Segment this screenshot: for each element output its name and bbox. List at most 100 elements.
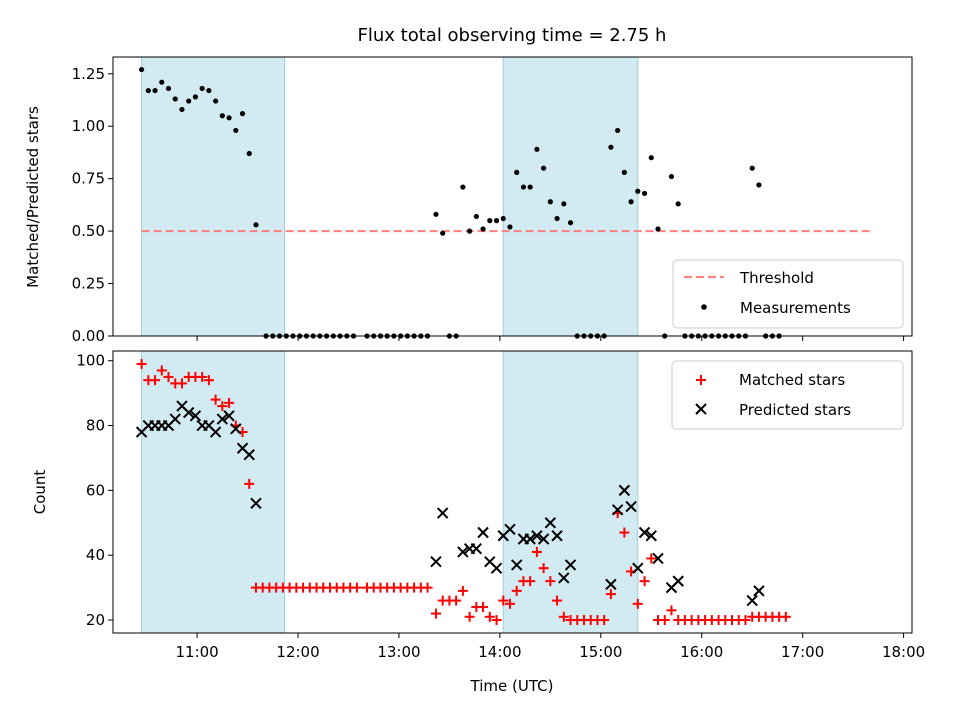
measurement-point [507,224,513,230]
y-tick-label: 20 [86,611,105,629]
measurement-point [655,226,661,232]
measurement-point [668,173,675,180]
predicted-star-point [230,423,242,435]
matched-star-point [504,598,515,609]
measurement-point [138,66,145,73]
predicted-star-point [216,413,229,425]
measurement-point [756,182,762,188]
matched-star-point [666,605,677,616]
shaded-interval [141,350,286,634]
x-tick-label: 16:00 [680,643,723,661]
legend-threshold-label: Threshold [739,269,814,287]
matched-star-point [525,576,536,587]
matched-star-point [150,375,161,386]
top-panel: 0.00 0.25 0.50 0.75 1.00 1.25 Matched/Predict… [24,56,913,345]
measurement-point [641,190,648,196]
y-tick-label: 0.25 [72,275,105,293]
matched-star-point [558,611,569,622]
shaded-interval [502,350,639,634]
measurement-point [199,85,205,92]
predicted-star-point [209,426,222,438]
matched-star-point [422,582,433,593]
legend-measurements-label: Measurements [740,299,851,317]
legend-matched-label: Matched stars [739,371,845,389]
matched-star-point [538,563,549,574]
measurement-point [145,87,151,94]
predicted-star-point [524,533,536,545]
measurement-point [520,184,527,190]
predicted-star-point [457,546,469,558]
matched-star-point [457,585,468,596]
measurement-point [608,144,614,150]
measurement-point [621,169,627,175]
predicted-star-point [551,530,563,542]
predicted-star-point [223,410,235,422]
y-tick-label: 0.00 [72,327,105,345]
matched-star-point [659,615,670,626]
measurement-point [179,106,185,113]
matched-star-point [780,611,791,622]
matched-star-point [498,595,509,606]
measurement-point [628,199,634,205]
bottom-y-axis-label: Count [31,470,49,515]
measurement-point [561,201,567,207]
measurement-point [493,218,500,224]
measurement-point [567,220,574,226]
bottom-legend: Matched stars Predicted stars [671,360,904,430]
measurement-point [547,199,553,205]
shaded-interval [141,56,286,337]
predicted-star-point [652,552,664,565]
measurement-point [246,150,252,157]
measurement-point [206,87,212,94]
measurement-point [527,184,533,190]
matched-star-point [136,358,147,369]
y-tick-label: 0.75 [72,170,105,188]
matched-star-point [619,527,630,538]
matched-star-point [545,576,556,587]
predicted-star-point [243,449,255,461]
matched-star-point [484,611,495,622]
x-tick-label: 18:00 [882,643,925,661]
predicted-star-point [470,543,483,555]
measurement-point [239,111,246,117]
matched-star-point [740,615,751,626]
measurement-point [226,115,232,121]
y-tick-label: 40 [86,546,105,564]
predicted-star-point [638,526,651,539]
legend-matched-swatch [696,375,706,385]
y-tick-label: 1.00 [72,117,105,135]
measurement-point [749,165,755,171]
measurement-point [467,228,473,234]
measurement-point [514,169,520,175]
matched-star-point [639,576,650,587]
chart-title: Flux total observing time = 2.75 h [358,25,667,46]
measurement-point [635,188,641,194]
matched-star-point [632,598,643,609]
measurement-point [500,215,506,222]
matched-star-point [552,595,563,606]
top-plot-frame [112,56,913,337]
measurement-point [460,184,466,190]
matched-star-point [451,595,462,606]
matched-star-point [156,365,167,376]
matched-star-point [511,585,522,596]
measurement-point [554,215,560,222]
measurement-point [675,201,681,207]
y-tick-label: 80 [86,417,105,435]
measurement-point [480,226,486,232]
measurement-point [440,230,446,236]
predicted-star-point [182,406,195,419]
matched-star-point [176,378,187,389]
predicted-star-point [558,572,570,584]
matched-star-point [210,394,221,405]
matched-star-point [217,401,228,412]
predicted-star-point [625,500,637,513]
predicted-star-point [189,410,202,422]
x-axis-label: Time (UTC) [470,677,554,695]
predicted-star-point [504,523,516,535]
predicted-star-point [746,594,758,607]
measurement-point [233,127,239,134]
matched-star-point [203,375,214,386]
legend-predicted-swatch [695,403,707,415]
